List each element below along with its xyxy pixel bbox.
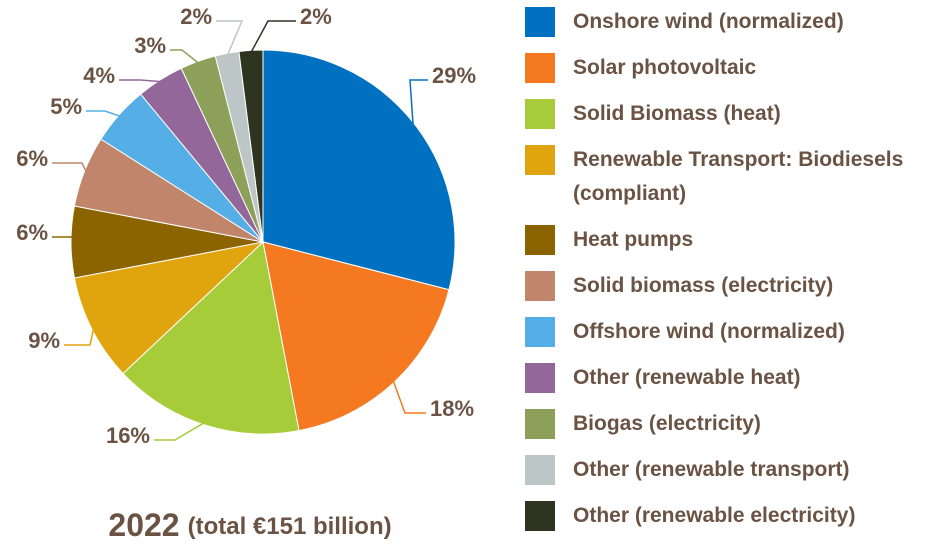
legend-item: Solid biomass (electricity) <box>525 269 940 303</box>
leader-line <box>250 20 296 53</box>
legend-swatch <box>525 501 555 531</box>
pie-slice <box>122 241 300 435</box>
legend-swatch <box>525 455 555 485</box>
pie-slice <box>238 49 264 243</box>
leader-line <box>409 79 428 126</box>
legend-label: Onshore wind (normalized) <box>573 10 844 33</box>
legend-label: Solar photovoltaic <box>573 56 757 79</box>
legend-label: Biogas (electricity) <box>573 412 761 435</box>
legend-label: Other (renewable electricity) <box>573 504 856 527</box>
pie-slice <box>73 241 265 375</box>
legend-swatch <box>525 7 555 37</box>
legend-swatch <box>525 363 555 393</box>
legend-label: Heat pumps <box>573 228 694 251</box>
legend-swatch <box>525 53 555 83</box>
legend-item: Offshore wind (normalized) <box>525 315 940 349</box>
data-label: 18% <box>430 396 474 421</box>
legend-swatch <box>525 225 555 255</box>
data-label: 16% <box>106 423 150 448</box>
data-label: 29% <box>432 63 476 88</box>
legend-item: Other (renewable heat) <box>525 361 940 395</box>
leader-line <box>119 79 162 83</box>
data-label: 4% <box>83 63 115 88</box>
legend-item: Other (renewable transport) <box>525 453 940 487</box>
leader-line <box>86 110 121 118</box>
legend-label: Renewable Transport: Biodiesels (complia… <box>573 148 904 205</box>
legend-swatch <box>525 145 555 175</box>
leader-line <box>154 422 205 441</box>
legend-label: Offshore wind (normalized) <box>573 320 845 343</box>
leader-line <box>52 236 74 243</box>
legend-label: Solid biomass (electricity) <box>573 274 834 297</box>
legend-swatch <box>525 409 555 439</box>
leader-line <box>64 328 95 346</box>
chart-title: 2022 <box>108 507 179 543</box>
legend-item: Heat pumps <box>525 223 940 257</box>
legend-label: Solid Biomass (heat) <box>573 102 781 125</box>
data-label: 3% <box>134 33 166 58</box>
data-label: 5% <box>50 94 82 119</box>
leader-line <box>52 162 88 173</box>
data-label: 9% <box>28 328 60 353</box>
data-label: 2% <box>180 4 212 29</box>
legend: Onshore wind (normalized) Solar photovolt… <box>525 5 940 545</box>
legend-swatch <box>525 99 555 129</box>
legend-item: Solar photovoltaic <box>525 51 940 85</box>
legend-item: Renewable Transport: Biodiesels (complia… <box>525 143 940 211</box>
data-label: 6% <box>16 220 48 245</box>
data-label: 6% <box>16 146 48 171</box>
pie-slice <box>262 49 456 291</box>
legend-item: Other (renewable electricity) <box>525 499 940 533</box>
chart: 2022 (total €151 billion) 29% 18% 16% 9% 6% 6%… <box>16 4 476 544</box>
legend-item: Onshore wind (normalized) <box>525 5 940 39</box>
legend-item: Biogas (electricity) <box>525 407 940 441</box>
data-label: 2% <box>300 4 332 29</box>
legend-item: Solid Biomass (heat) <box>525 97 940 131</box>
leader-line <box>170 49 200 64</box>
leader-line <box>392 380 426 414</box>
chart-subtitle: (total €151 billion) <box>188 513 392 540</box>
legend-swatch <box>525 271 555 301</box>
leader-line <box>216 20 244 56</box>
legend-swatch <box>525 317 555 347</box>
legend-label: Other (renewable heat) <box>573 366 801 389</box>
legend-label: Other (renewable transport) <box>573 458 850 481</box>
chart-title: 2022 (total €151 billion) <box>108 507 391 543</box>
